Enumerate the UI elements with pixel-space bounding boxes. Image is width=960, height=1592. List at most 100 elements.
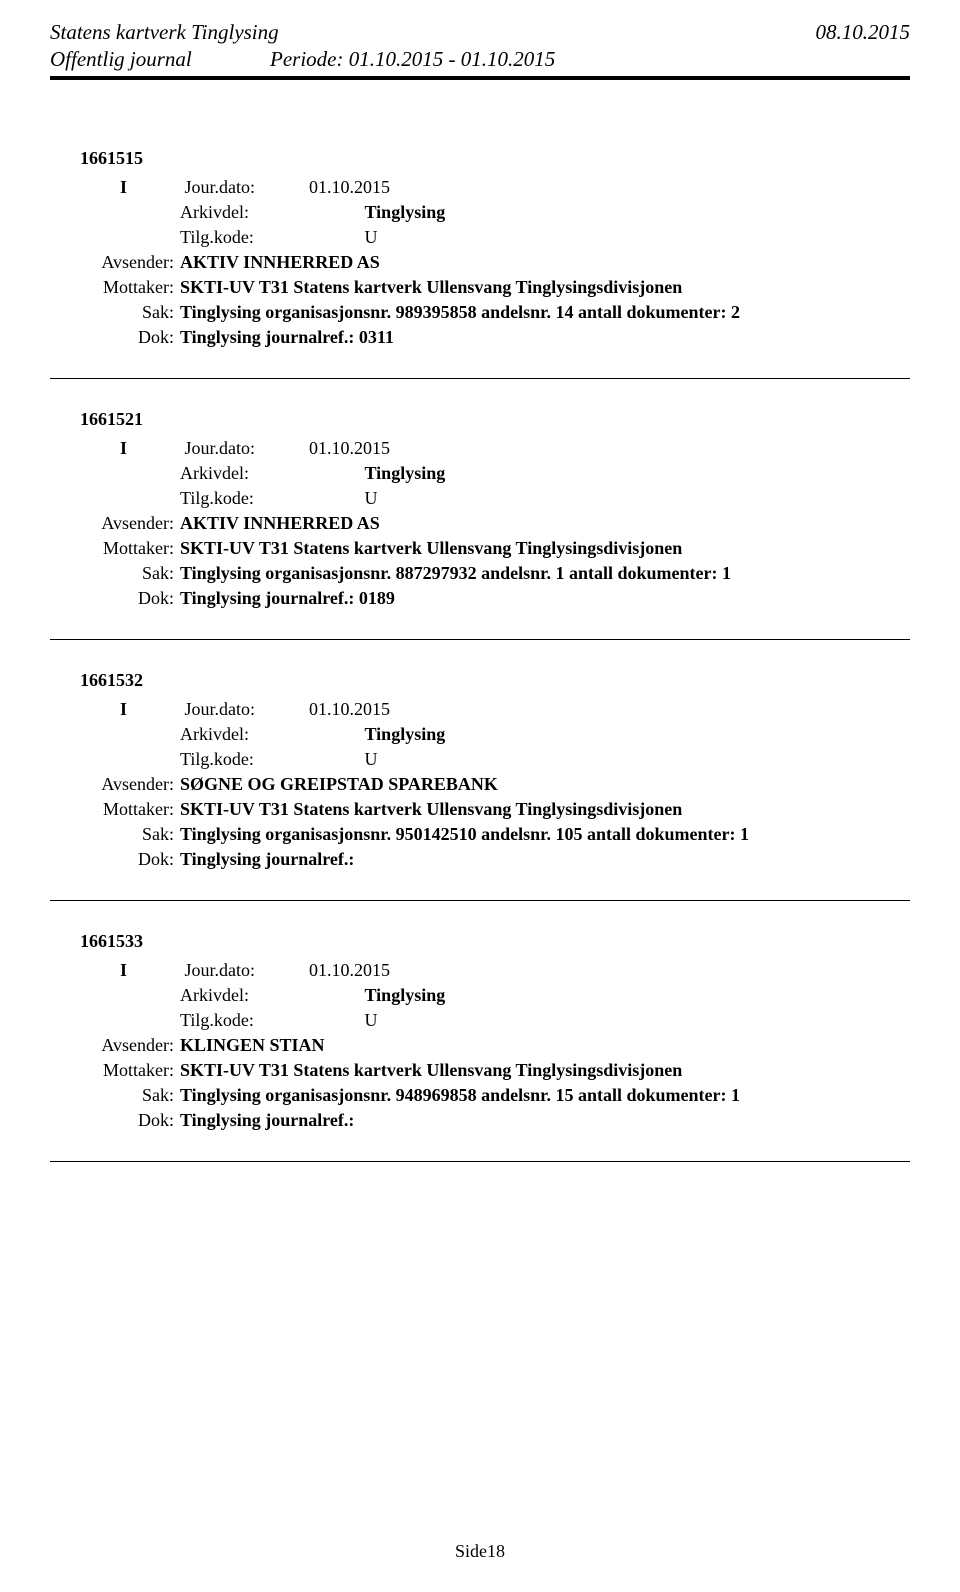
- journal-entry: 1661521 I Jour.dato: 01.10.2015 Arkivdel…: [50, 409, 910, 609]
- dok-label: Dok:: [80, 1110, 180, 1131]
- avsender-label: Avsender:: [80, 513, 180, 534]
- tilgkode-line: Tilg.kode: U: [120, 227, 910, 248]
- mottaker-line: Mottaker: SKTI-UV T31 Statens kartverk U…: [80, 799, 910, 820]
- jour-dato-value: 01.10.2015: [309, 699, 390, 720]
- tilgkode-value: U: [365, 1010, 378, 1030]
- page-number: Side18: [455, 1541, 505, 1561]
- page-header: Statens kartverk Tinglysing 08.10.2015 O…: [50, 20, 910, 88]
- jour-dato-line: I Jour.dato: 01.10.2015: [120, 699, 910, 720]
- tilgkode-label: Tilg.kode:: [180, 749, 360, 770]
- avsender-line: Avsender: AKTIV INNHERRED AS: [80, 513, 910, 534]
- arkivdel-label: Arkivdel:: [180, 985, 360, 1006]
- dok-value: Tinglysing journalref.:: [180, 1110, 354, 1131]
- header-org: Statens kartverk Tinglysing: [50, 20, 910, 45]
- entry-separator: [50, 900, 910, 901]
- dok-value: Tinglysing journalref.: 0189: [180, 588, 395, 609]
- entries-container: 1661515 I Jour.dato: 01.10.2015 Arkivdel…: [50, 148, 910, 1162]
- mottaker-line: Mottaker: SKTI-UV T31 Statens kartverk U…: [80, 538, 910, 559]
- sak-line: Sak: Tinglysing organisasjonsnr. 8872979…: [80, 563, 910, 584]
- entry-type: I: [120, 177, 180, 198]
- sak-value: Tinglysing organisasjonsnr. 948969858 an…: [180, 1085, 740, 1106]
- avsender-line: Avsender: KLINGEN STIAN: [80, 1035, 910, 1056]
- arkivdel-label: Arkivdel:: [180, 463, 360, 484]
- tilgkode-value: U: [365, 227, 378, 247]
- tilgkode-value: U: [365, 488, 378, 508]
- avsender-line: Avsender: AKTIV INNHERRED AS: [80, 252, 910, 273]
- dok-label: Dok:: [80, 849, 180, 870]
- entry-type: I: [120, 960, 180, 981]
- header-row2: Offentlig journal Periode: 01.10.2015 - …: [50, 47, 910, 72]
- entry-id: 1661533: [80, 931, 910, 952]
- dok-line: Dok: Tinglysing journalref.:: [80, 849, 910, 870]
- jour-dato-label: Jour.dato:: [185, 438, 305, 459]
- header-journal: Offentlig journal: [50, 47, 270, 72]
- arkivdel-value: Tinglysing: [365, 463, 446, 483]
- arkivdel-value: Tinglysing: [365, 202, 446, 222]
- entry-type: I: [120, 699, 180, 720]
- mottaker-value: SKTI-UV T31 Statens kartverk Ullensvang …: [180, 277, 682, 298]
- entry-id: 1661515: [80, 148, 910, 169]
- arkivdel-line: Arkivdel: Tinglysing: [120, 202, 910, 223]
- period-value: 01.10.2015 - 01.10.2015: [349, 47, 556, 71]
- avsender-value: AKTIV INNHERRED AS: [180, 513, 380, 534]
- header-period: Periode: 01.10.2015 - 01.10.2015: [270, 47, 555, 72]
- entry-separator: [50, 378, 910, 379]
- dok-value: Tinglysing journalref.: 0311: [180, 327, 394, 348]
- arkivdel-line: Arkivdel: Tinglysing: [120, 985, 910, 1006]
- sak-label: Sak:: [80, 824, 180, 845]
- jour-dato-line: I Jour.dato: 01.10.2015: [120, 438, 910, 459]
- header-rule: [50, 76, 910, 80]
- avsender-label: Avsender:: [80, 252, 180, 273]
- mottaker-label: Mottaker:: [80, 799, 180, 820]
- jour-dato-value: 01.10.2015: [309, 438, 390, 459]
- sak-value: Tinglysing organisasjonsnr. 950142510 an…: [180, 824, 749, 845]
- journal-entry: 1661532 I Jour.dato: 01.10.2015 Arkivdel…: [50, 670, 910, 870]
- avsender-value: KLINGEN STIAN: [180, 1035, 325, 1056]
- arkivdel-line: Arkivdel: Tinglysing: [120, 724, 910, 745]
- jour-dato-line: I Jour.dato: 01.10.2015: [120, 177, 910, 198]
- sak-value: Tinglysing organisasjonsnr. 887297932 an…: [180, 563, 731, 584]
- dok-value: Tinglysing journalref.:: [180, 849, 354, 870]
- entry-separator: [50, 1161, 910, 1162]
- entry-separator: [50, 639, 910, 640]
- sak-line: Sak: Tinglysing organisasjonsnr. 9501425…: [80, 824, 910, 845]
- avsender-line: Avsender: SØGNE OG GREIPSTAD SPAREBANK: [80, 774, 910, 795]
- mottaker-value: SKTI-UV T31 Statens kartverk Ullensvang …: [180, 1060, 682, 1081]
- tilgkode-label: Tilg.kode:: [180, 488, 360, 509]
- dok-line: Dok: Tinglysing journalref.:: [80, 1110, 910, 1131]
- page-footer: Side18: [0, 1541, 960, 1562]
- mottaker-label: Mottaker:: [80, 538, 180, 559]
- dok-label: Dok:: [80, 327, 180, 348]
- avsender-label: Avsender:: [80, 1035, 180, 1056]
- tilgkode-label: Tilg.kode:: [180, 227, 360, 248]
- tilgkode-line: Tilg.kode: U: [120, 749, 910, 770]
- avsender-label: Avsender:: [80, 774, 180, 795]
- jour-dato-label: Jour.dato:: [185, 960, 305, 981]
- mottaker-label: Mottaker:: [80, 277, 180, 298]
- avsender-value: SØGNE OG GREIPSTAD SPAREBANK: [180, 774, 498, 795]
- jour-dato-value: 01.10.2015: [309, 177, 390, 198]
- entry-type: I: [120, 438, 180, 459]
- mottaker-line: Mottaker: SKTI-UV T31 Statens kartverk U…: [80, 1060, 910, 1081]
- entry-body: I Jour.dato: 01.10.2015 Arkivdel: Tingly…: [120, 438, 910, 609]
- dok-label: Dok:: [80, 588, 180, 609]
- mottaker-value: SKTI-UV T31 Statens kartverk Ullensvang …: [180, 538, 682, 559]
- header-print-date: 08.10.2015: [816, 20, 911, 45]
- tilgkode-value: U: [365, 749, 378, 769]
- tilgkode-line: Tilg.kode: U: [120, 488, 910, 509]
- entry-id: 1661521: [80, 409, 910, 430]
- avsender-value: AKTIV INNHERRED AS: [180, 252, 380, 273]
- jour-dato-label: Jour.dato:: [185, 699, 305, 720]
- arkivdel-line: Arkivdel: Tinglysing: [120, 463, 910, 484]
- sak-label: Sak:: [80, 1085, 180, 1106]
- tilgkode-label: Tilg.kode:: [180, 1010, 360, 1031]
- entry-body: I Jour.dato: 01.10.2015 Arkivdel: Tingly…: [120, 960, 910, 1131]
- journal-entry: 1661515 I Jour.dato: 01.10.2015 Arkivdel…: [50, 148, 910, 348]
- sak-line: Sak: Tinglysing organisasjonsnr. 9489698…: [80, 1085, 910, 1106]
- arkivdel-value: Tinglysing: [365, 724, 446, 744]
- mottaker-label: Mottaker:: [80, 1060, 180, 1081]
- entry-body: I Jour.dato: 01.10.2015 Arkivdel: Tingly…: [120, 177, 910, 348]
- dok-line: Dok: Tinglysing journalref.: 0311: [80, 327, 910, 348]
- tilgkode-line: Tilg.kode: U: [120, 1010, 910, 1031]
- sak-value: Tinglysing organisasjonsnr. 989395858 an…: [180, 302, 740, 323]
